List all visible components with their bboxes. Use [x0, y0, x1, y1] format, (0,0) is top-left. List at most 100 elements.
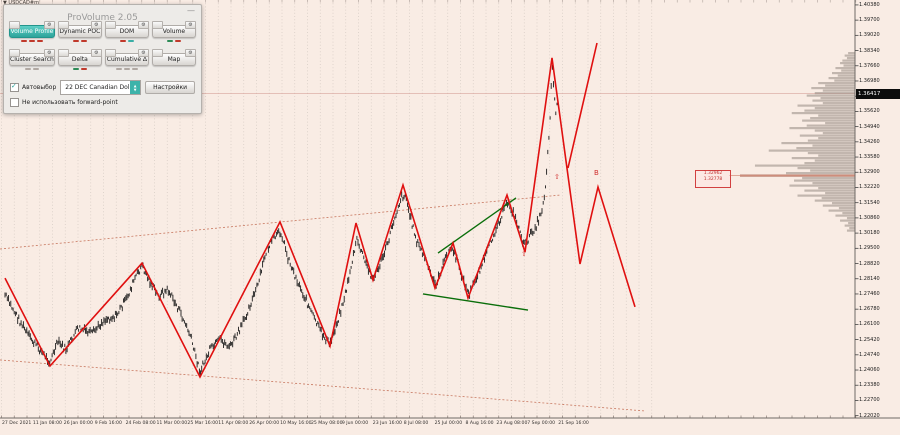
minimize-button[interactable]: — [187, 6, 195, 15]
panel-button-cell: ⚙ Dynamic POC [57, 21, 102, 48]
mini-button[interactable] [57, 49, 69, 57]
price-axis-label: 1.22700 [859, 397, 880, 404]
provolume-panel: ProVolume 2.05 — ⚙ Volume Profile ⚙ Dynamic… [3, 4, 202, 114]
volume-profile-bar [822, 132, 855, 135]
mini-button[interactable] [151, 21, 163, 29]
mini-button[interactable] [104, 21, 116, 29]
volume-profile-bar [822, 204, 855, 207]
price-bars [4, 64, 558, 377]
volume-profile-bar [811, 87, 855, 90]
check-icon: ✓ [11, 82, 17, 90]
spinner-up-icon[interactable]: ▲ [133, 83, 137, 88]
volume-profile-bar [825, 122, 855, 125]
instrument-select[interactable]: 22 DEC Canadian Dollar ▲ ▼ [60, 80, 142, 95]
time-axis-label: 9 Jun 00:00 [341, 421, 369, 426]
panel-button-cumulative-[interactable]: Cumulative Δ [104, 53, 149, 66]
trend-line[interactable] [422, 293, 529, 311]
panel-button-cluster-search[interactable]: Cluster Search [9, 53, 55, 66]
volume-profile-bar [806, 94, 855, 97]
price-axis-label: 1.38340 [859, 47, 880, 54]
price-axis-label: 1.30860 [859, 214, 880, 221]
poc-price-upper: 1.32962 [703, 171, 723, 176]
volume-profile-bar [818, 187, 855, 190]
panel-button-volume[interactable]: Volume [151, 25, 196, 38]
spinner-icon[interactable]: ▲ ▼ [130, 81, 141, 94]
zigzag-line[interactable] [4, 57, 636, 379]
mini-button[interactable] [151, 49, 163, 57]
panel-button-volume-profile[interactable]: Volume Profile [9, 25, 55, 38]
poc-annotation-box[interactable]: 1.32962 1.32778 [695, 170, 731, 188]
time-axis-label: 23 Jun 16:00 [372, 421, 402, 426]
price-axis-label: 1.36980 [859, 77, 880, 84]
forecast-mark: B [594, 169, 599, 177]
panel-button-dynamic-poc[interactable]: Dynamic POC [57, 25, 102, 38]
time-axis-label: 10 May 16:00 [280, 421, 312, 426]
indicator-lights [9, 68, 55, 70]
gear-icon[interactable]: ⚙ [137, 21, 149, 29]
panel-button-cell: ⚙ Delta [57, 49, 102, 76]
panel-button-delta[interactable]: Delta [57, 53, 102, 66]
volume-profile-bar [822, 102, 855, 105]
volume-profile-bar [840, 219, 855, 222]
volume-profile-bar [842, 212, 855, 215]
mini-button[interactable] [57, 21, 69, 29]
panel-button-cell: ⚙ Cumulative Δ [104, 49, 149, 76]
indicator-lights [105, 40, 149, 42]
volume-profile-bar [846, 217, 855, 220]
price-axis-label: 1.24740 [859, 351, 880, 358]
gear-icon[interactable]: ⚙ [137, 49, 149, 57]
volume-profile-bar [797, 167, 855, 170]
time-axis-label: 27 Dec 2021 [2, 421, 32, 426]
volume-profile-bar [832, 202, 855, 205]
panel-button-dom[interactable]: DOM [104, 25, 149, 38]
volume-profile-bar [789, 184, 855, 187]
price-axis-label: 1.32900 [859, 169, 880, 176]
indicator-lights [9, 40, 55, 42]
price-axis-label: 1.23380 [859, 382, 880, 389]
panel-title-bar: ProVolume 2.05 — [4, 5, 201, 23]
volume-profile-bar [822, 89, 855, 92]
autoselect-checkbox[interactable]: ✓ Автовыбор [10, 82, 57, 92]
autoselect-label: Автовыбор [22, 84, 57, 91]
gear-icon[interactable]: ⚙ [90, 21, 102, 29]
volume-profile-bar [768, 149, 855, 152]
volume-profile-bar [835, 214, 855, 217]
channel-line[interactable] [0, 359, 646, 412]
mini-button[interactable] [9, 21, 20, 29]
time-axis-label: 11 Jan 08:00 [32, 421, 62, 426]
gear-icon[interactable]: ⚙ [185, 49, 196, 57]
gear-icon[interactable]: ⚙ [185, 21, 196, 29]
symbol-label[interactable]: ▼ USDCAD#m [3, 0, 39, 6]
settings-button[interactable]: Настройки [145, 81, 195, 94]
volume-profile-bar [828, 77, 855, 80]
panel-button-cell: ⚙ Volume Profile [9, 21, 55, 48]
volume-profile-bar [814, 107, 855, 110]
forward-point-checkbox[interactable]: Не использовать forward-point [10, 98, 195, 107]
volume-profile-bar [834, 79, 855, 82]
volume-profile-bar [804, 162, 855, 165]
price-axis-label: 1.31540 [859, 199, 880, 206]
gear-icon[interactable]: ⚙ [43, 49, 55, 57]
mini-button[interactable] [9, 49, 20, 57]
panel-button-cell: ⚙ Volume [151, 21, 196, 48]
scenario-line[interactable] [567, 42, 598, 169]
price-axis-label: 1.24060 [859, 367, 880, 374]
volume-profile-bar [799, 134, 855, 137]
panel-title: ProVolume 2.05 [67, 13, 138, 23]
mini-button[interactable] [104, 49, 116, 57]
panel-button-map[interactable]: Map [151, 53, 196, 66]
gear-icon[interactable]: ⚙ [90, 49, 102, 57]
volume-profile-bar [789, 127, 855, 130]
gear-icon[interactable]: ⚙ [43, 21, 55, 29]
indicator-lights [105, 68, 149, 70]
volume-profile-bar [818, 137, 855, 140]
volume-profile-bar [840, 62, 855, 65]
panel-forward-row: Не использовать forward-point [4, 95, 201, 113]
price-axis-label: 1.33580 [859, 154, 880, 161]
volume-profile-bar [846, 229, 855, 232]
spinner-down-icon[interactable]: ▼ [133, 87, 137, 92]
panel-button-cell: ⚙ Cluster Search [9, 49, 55, 76]
checkbox-box: ✓ [10, 82, 19, 92]
trend-line[interactable] [437, 197, 517, 254]
